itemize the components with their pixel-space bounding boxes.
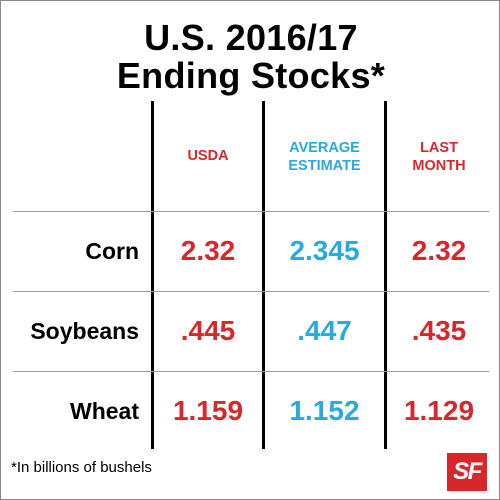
column-header-average-estimate: AVERAGE ESTIMATE: [265, 139, 384, 175]
cell-soybeans-average-estimate: .447: [297, 315, 352, 346]
row-label-wheat: Wheat: [70, 398, 139, 424]
sf-logo: SF: [447, 453, 487, 491]
title-line-1: U.S. 2016/17: [144, 17, 358, 58]
title-line-2: Ending Stocks*: [116, 55, 386, 96]
cell-corn-last-month: 2.32: [411, 235, 467, 266]
column-header-line: ESTIMATE: [288, 158, 361, 174]
column-header-line: USDA: [187, 148, 229, 164]
row-divider: [13, 291, 489, 292]
footnote: *In billions of bushels: [11, 459, 152, 476]
cell-corn-average-estimate: 2.345: [289, 235, 360, 266]
cell-wheat-last-month: 1.129: [403, 395, 475, 426]
cell-corn-usda: 2.32: [180, 235, 236, 266]
column-header-line: MONTH: [412, 158, 466, 174]
column-header-last-month: LAST MONTH: [387, 139, 491, 175]
column-divider: [384, 101, 387, 449]
column-header-usda: USDA: [154, 147, 262, 165]
cell-soybeans-last-month: .435: [411, 315, 467, 346]
column-header-line: LAST: [420, 140, 458, 156]
row-label-soybeans: Soybeans: [30, 318, 139, 344]
cell-wheat-usda: 1.159: [172, 395, 244, 426]
page-title: U.S. 2016/17 Ending Stocks*: [1, 19, 500, 95]
row-divider: [13, 211, 489, 212]
row-divider: [13, 371, 489, 372]
column-header-line: AVERAGE: [289, 140, 360, 156]
cell-wheat-average-estimate: 1.152: [289, 395, 360, 426]
column-divider: [262, 101, 265, 449]
row-label-corn: Corn: [85, 238, 139, 264]
column-divider: [151, 101, 154, 449]
cell-soybeans-usda: .445: [180, 315, 236, 346]
